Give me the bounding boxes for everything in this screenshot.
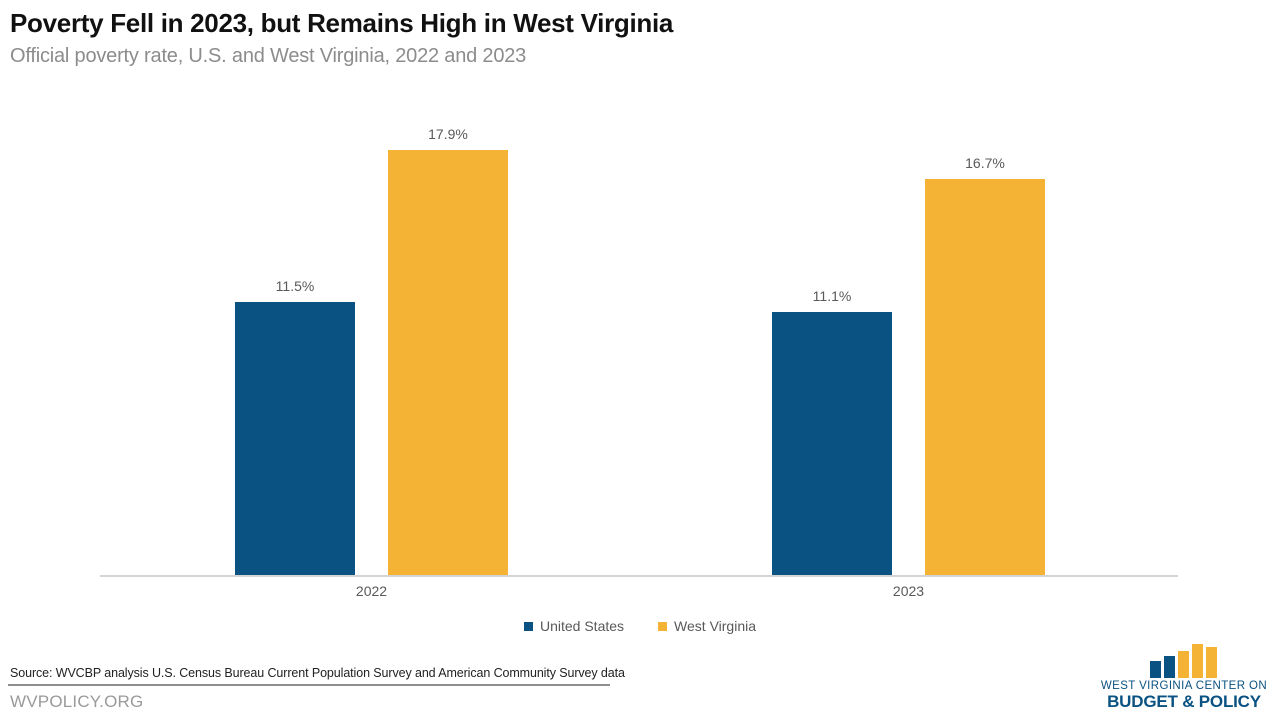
legend-label: United States: [539, 618, 625, 634]
logo-bars-icon: [1150, 644, 1220, 678]
legend-label: West Virginia: [674, 618, 757, 634]
logo-bar-2: [1164, 656, 1175, 678]
bar-value-label: 11.1%: [812, 287, 852, 304]
bar-2023-united-states: [772, 311, 892, 576]
legend-swatch-icon: [523, 621, 533, 631]
bar-value-label: 11.5%: [275, 278, 315, 295]
source-note: Source: WVCBP analysis U.S. Census Burea…: [10, 666, 625, 680]
chart-subtitle: Official poverty rate, U.S. and West Vir…: [10, 45, 527, 67]
bar-2022-west-virginia: [388, 149, 508, 576]
source-divider: [8, 684, 610, 686]
bar-value-label: 16.7%: [965, 154, 1005, 171]
legend-item-united-states[interactable]: United States: [523, 618, 625, 634]
x-axis-tick-2023: 2023: [892, 583, 925, 599]
logo-bar-3: [1178, 651, 1189, 678]
organization-logo: WEST VIRGINIA CENTER ON BUDGET & POLICY: [1098, 644, 1270, 711]
bar-value-label: 17.9%: [428, 125, 468, 142]
bar-2022-united-states: [235, 302, 355, 576]
plot-area: 11.5% 17.9% 11.1% 16.7%: [100, 100, 1178, 576]
x-axis-tick-2022: 2022: [355, 583, 388, 599]
legend-item-west-virginia[interactable]: West Virginia: [658, 618, 756, 634]
logo-bar-1: [1150, 661, 1161, 678]
site-url: WVPOLICY.ORG: [10, 692, 144, 711]
logo-bar-4: [1192, 644, 1203, 678]
legend-swatch-icon: [658, 621, 668, 631]
logo-bar-5: [1206, 647, 1217, 678]
bar-2023-west-virginia: [925, 178, 1045, 576]
logo-line-1: WEST VIRGINIA CENTER ON: [1100, 680, 1268, 692]
page-title: Poverty Fell in 2023, but Remains High i…: [10, 8, 674, 38]
logo-line-2: BUDGET & POLICY: [1107, 692, 1261, 711]
chart-legend: United States West Virginia: [0, 618, 1280, 634]
x-axis-line: [100, 575, 1178, 577]
